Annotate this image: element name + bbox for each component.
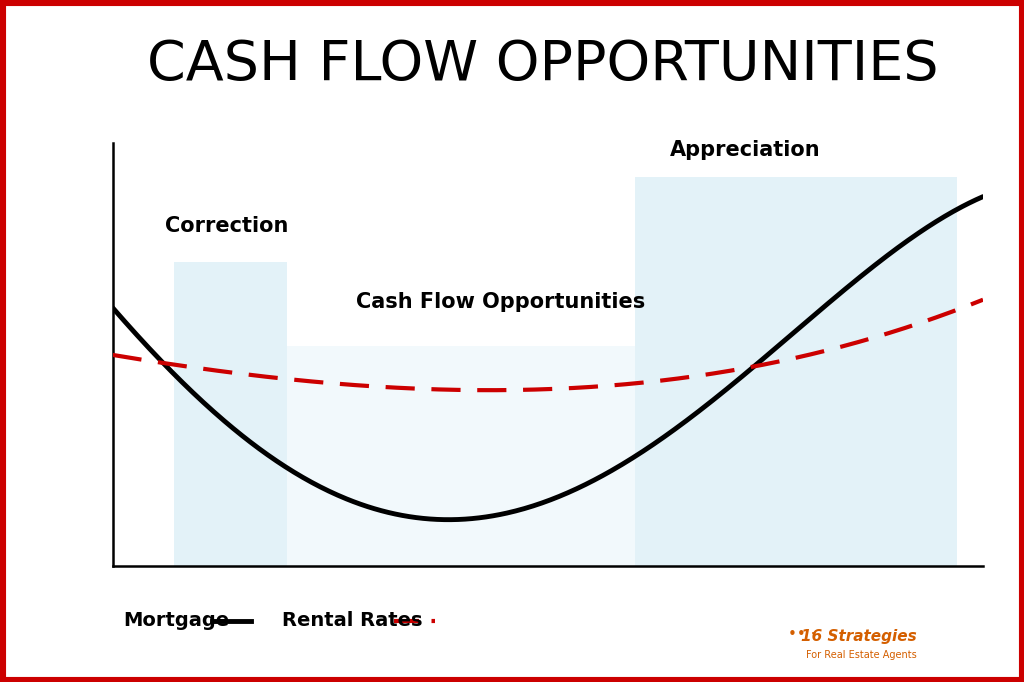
Text: •• ·: •• · (788, 627, 816, 642)
Text: 16 Strategies: 16 Strategies (801, 629, 916, 644)
Text: Mortgage: Mortgage (123, 611, 229, 630)
Text: Correction: Correction (165, 216, 288, 236)
Bar (635, 177, 956, 566)
Bar (174, 262, 287, 566)
Text: Appreciation: Appreciation (670, 140, 820, 160)
Text: For Real Estate Agents: For Real Estate Agents (806, 650, 916, 660)
Text: CASH FLOW OPPORTUNITIES: CASH FLOW OPPORTUNITIES (146, 38, 939, 91)
Bar (287, 346, 635, 566)
Text: Rental Rates: Rental Rates (282, 611, 422, 630)
Text: Cash Flow Opportunities: Cash Flow Opportunities (356, 293, 645, 312)
